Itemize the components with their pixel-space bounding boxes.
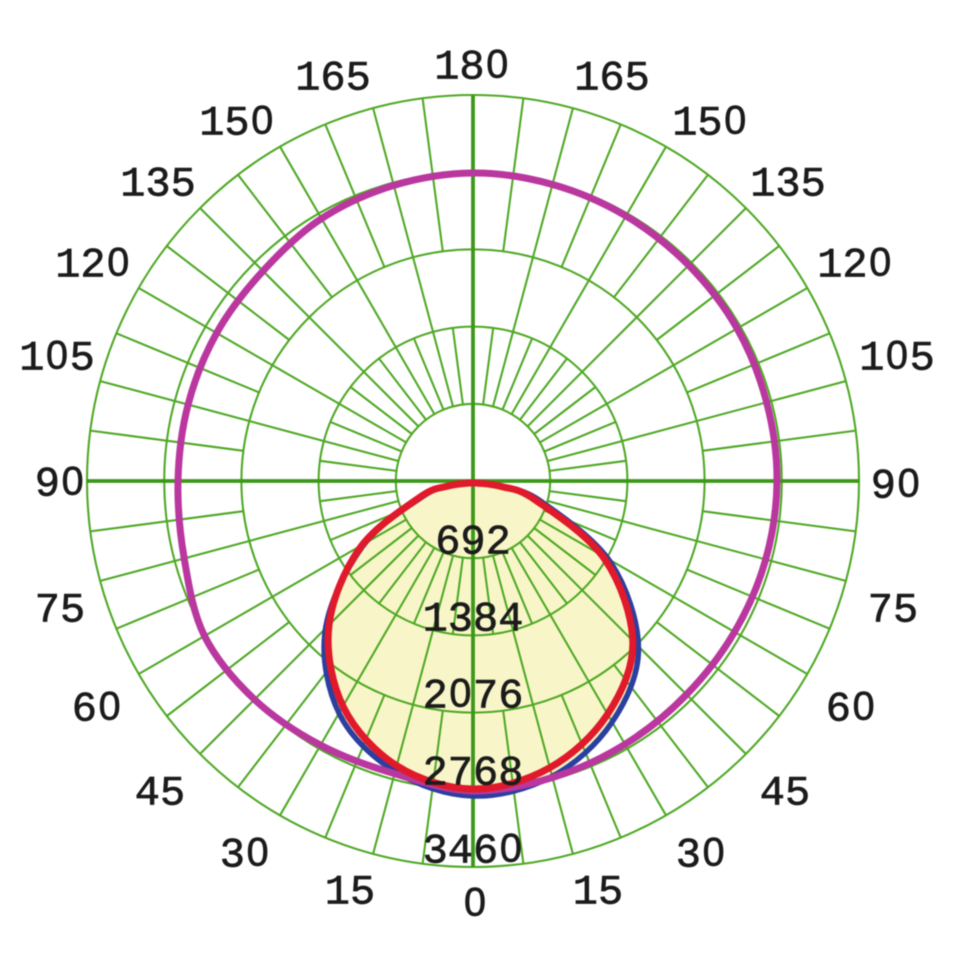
svg-text:0: 0 [62,460,84,504]
svg-text:5: 5 [160,770,185,818]
svg-text:1: 1 [295,55,320,103]
svg-text:9: 9 [871,463,896,511]
svg-text:5: 5 [224,100,249,148]
svg-text:7: 7 [473,673,498,721]
svg-text:3: 3 [145,161,170,209]
svg-text:7: 7 [868,587,893,635]
svg-text:1: 1 [817,242,842,290]
svg-text:5: 5 [910,335,935,383]
svg-text:5: 5 [801,161,826,209]
svg-text:6: 6 [473,750,498,798]
svg-text:0: 0 [247,831,269,875]
svg-text:0: 0 [853,685,875,729]
svg-text:1: 1 [55,242,80,290]
svg-text:0: 0 [500,827,522,871]
svg-text:9: 9 [460,519,485,567]
svg-text:5: 5 [785,770,810,818]
svg-text:2: 2 [423,673,448,721]
svg-text:1: 1 [199,100,224,148]
svg-text:5: 5 [625,55,650,103]
svg-text:0: 0 [486,43,508,87]
svg-text:5: 5 [697,100,722,148]
svg-text:2: 2 [486,519,511,567]
svg-text:0: 0 [703,831,725,875]
svg-text:2: 2 [423,750,448,798]
svg-text:0: 0 [869,241,891,285]
svg-text:1: 1 [574,55,599,103]
svg-text:1: 1 [672,100,697,148]
svg-text:1: 1 [19,335,44,383]
svg-text:1: 1 [434,44,459,92]
svg-text:5: 5 [893,587,918,635]
svg-text:3: 3 [448,596,473,644]
svg-text:9: 9 [35,461,60,509]
svg-text:0: 0 [99,685,121,729]
svg-text:6: 6 [320,55,345,103]
svg-text:3: 3 [676,832,701,880]
svg-text:3: 3 [423,828,448,876]
svg-text:1: 1 [750,161,775,209]
svg-text:5: 5 [171,161,196,209]
svg-text:4: 4 [498,596,523,644]
svg-text:0: 0 [464,881,486,925]
svg-text:1: 1 [325,869,350,917]
svg-text:6: 6 [826,686,851,734]
svg-text:3: 3 [220,832,245,880]
svg-text:0: 0 [898,462,920,506]
svg-text:8: 8 [498,750,523,798]
svg-text:6: 6 [498,673,523,721]
svg-text:5: 5 [70,335,95,383]
svg-text:8: 8 [459,44,484,92]
svg-text:6: 6 [599,55,624,103]
svg-text:3: 3 [775,161,800,209]
svg-text:0: 0 [46,334,68,378]
svg-text:4: 4 [760,770,785,818]
svg-text:4: 4 [448,828,473,876]
svg-text:7: 7 [35,587,60,635]
svg-text:1: 1 [120,161,145,209]
svg-text:6: 6 [435,519,460,567]
svg-text:0: 0 [724,99,746,143]
svg-text:1: 1 [423,596,448,644]
svg-text:5: 5 [346,55,371,103]
svg-text:7: 7 [448,750,473,798]
svg-text:4: 4 [135,770,160,818]
svg-text:0: 0 [449,672,471,716]
svg-text:1: 1 [859,335,884,383]
svg-text:5: 5 [598,869,623,917]
svg-text:0: 0 [251,99,273,143]
svg-text:2: 2 [80,242,105,290]
svg-text:5: 5 [350,869,375,917]
svg-text:8: 8 [473,596,498,644]
svg-text:1: 1 [573,869,598,917]
svg-text:0: 0 [886,334,908,378]
svg-text:6: 6 [72,686,97,734]
svg-text:6: 6 [473,828,498,876]
svg-text:2: 2 [842,242,867,290]
svg-text:5: 5 [60,587,85,635]
svg-text:0: 0 [107,241,129,285]
